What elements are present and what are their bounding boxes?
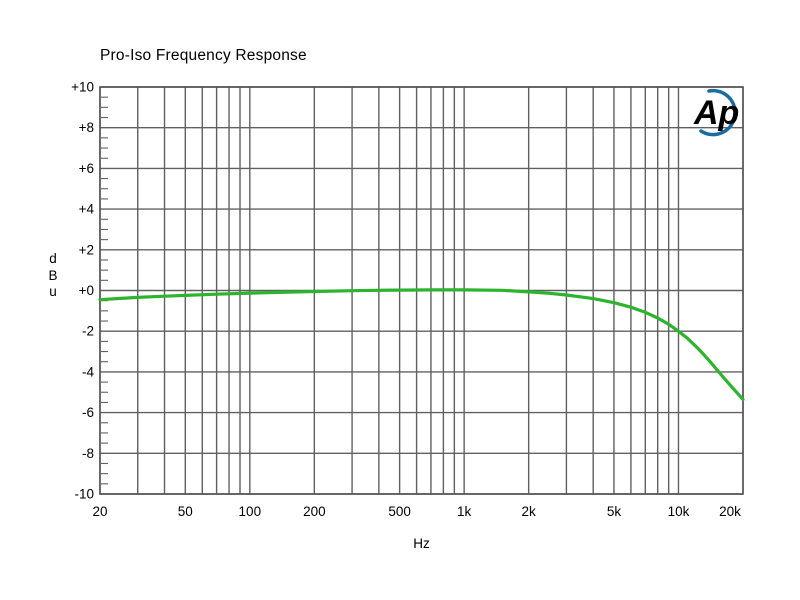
x-axis-unit-text: Hz [413,536,430,551]
x-tick-label: 20k [719,504,741,519]
x-tick-label: 10k [668,504,690,519]
y-tick-label: -2 [82,324,94,339]
x-tick-label: 100 [239,504,262,519]
y-tick-label: +8 [79,120,94,135]
y-tick-label: -8 [82,446,94,461]
y-axis-unit-char: B [48,267,58,283]
x-tick-label: 1k [457,504,472,519]
x-tick-label: 20 [92,504,107,519]
y-tick-label: -6 [82,405,94,420]
chart-title: Pro-Iso Frequency Response [100,47,307,64]
y-tick-label: +6 [79,161,94,176]
y-tick-label: +10 [71,80,94,95]
audio-precision-logo-arc [699,88,737,137]
response-curve [98,288,745,401]
audio-precision-logo-text: Ap [693,94,739,132]
x-tick-label: 2k [522,504,537,519]
plot-border [99,86,744,495]
x-tick-label: 5k [607,504,622,519]
x-tick-label: 200 [303,504,326,519]
x-tick-label: 50 [178,504,193,519]
y-tick-label: +0 [79,283,94,298]
y-axis-unit-char: d [49,251,57,266]
x-tick-label: 500 [388,504,411,519]
y-axis-unit-char: u [49,284,57,299]
y-tick-label: -4 [82,364,94,379]
y-tick-label: +4 [79,202,95,217]
y-tick-label: +2 [79,242,94,257]
y-tick-label: -10 [74,487,94,502]
